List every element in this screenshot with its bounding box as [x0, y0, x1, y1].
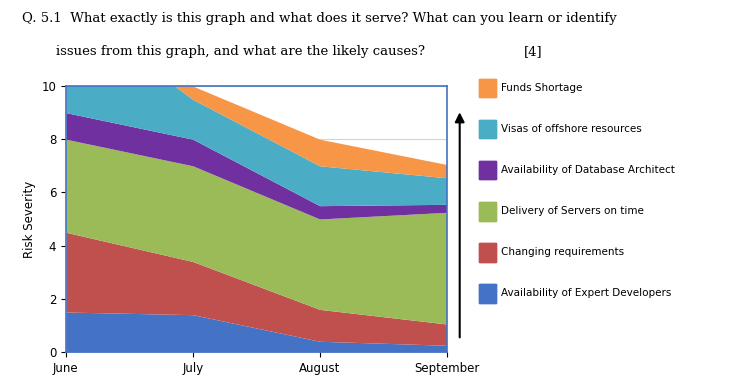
Text: Delivery of Servers on time: Delivery of Servers on time [501, 206, 644, 216]
FancyBboxPatch shape [479, 202, 496, 221]
FancyBboxPatch shape [479, 284, 496, 303]
Text: Availability of Expert Developers: Availability of Expert Developers [501, 288, 672, 298]
Text: issues from this graph, and what are the likely causes?: issues from this graph, and what are the… [22, 45, 425, 58]
Text: Q. 5.1  What exactly is this graph and what does it serve? What can you learn or: Q. 5.1 What exactly is this graph and wh… [22, 12, 616, 25]
Text: [4]: [4] [523, 45, 542, 58]
Text: Changing requirements: Changing requirements [501, 247, 624, 257]
Text: Visas of offshore resources: Visas of offshore resources [501, 124, 642, 134]
Y-axis label: Risk Severity: Risk Severity [23, 180, 36, 258]
FancyBboxPatch shape [479, 243, 496, 262]
FancyBboxPatch shape [479, 120, 496, 138]
FancyBboxPatch shape [479, 161, 496, 179]
Text: Funds Shortage: Funds Shortage [501, 83, 583, 93]
FancyBboxPatch shape [479, 79, 496, 97]
Text: Availability of Database Architect: Availability of Database Architect [501, 165, 676, 175]
